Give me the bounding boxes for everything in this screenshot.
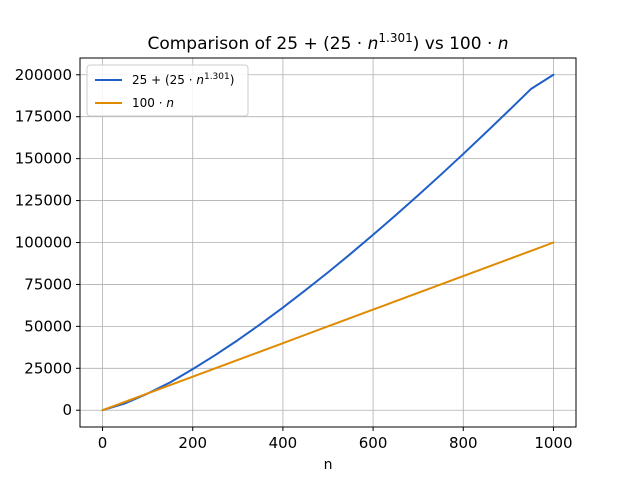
legend-1-exp: 1.301 <box>204 72 230 82</box>
x-tick-label: 400 <box>269 434 298 452</box>
x-axis-label: n <box>324 457 333 473</box>
series-line-2 <box>101 241 555 412</box>
legend-label-series-2: 100 · n <box>132 96 174 110</box>
y-tick-label: 125000 <box>15 192 72 210</box>
y-tick-label: 200000 <box>15 66 72 84</box>
title-prefix: Comparison of 25 + (25 · <box>147 34 367 54</box>
y-tick-label: 50000 <box>24 317 72 335</box>
legend: 25 + (25 · n1.301) 100 · n <box>86 64 249 117</box>
legend-label-series-1: 25 + (25 · n1.301) <box>132 72 234 87</box>
y-axis-ticks: 0 25000 50000 75000 100000 125000 150000 175000… <box>15 66 80 419</box>
legend-box <box>86 64 249 117</box>
legend-2-prefix: 100 · <box>132 96 166 110</box>
x-tick-label: 200 <box>178 434 207 452</box>
legend-2-var: n <box>166 96 174 110</box>
legend-1-var: n <box>196 73 204 87</box>
legend-1-prefix: 25 + (25 · <box>132 73 196 87</box>
title-var2: n <box>498 34 509 54</box>
y-tick-label: 100000 <box>15 234 72 252</box>
y-tick-label: 175000 <box>15 108 72 126</box>
series-layer <box>101 73 555 412</box>
x-tick-label: 600 <box>359 434 388 452</box>
title-mid: ) vs 100 · <box>413 34 498 54</box>
x-tick-label: 1000 <box>534 434 572 452</box>
title-var: n <box>368 34 379 54</box>
y-tick-label: 25000 <box>24 359 72 377</box>
title-exponent: 1.301 <box>378 31 412 45</box>
x-axis-ticks: 0 200 400 600 800 1000 <box>98 427 573 452</box>
x-tick-label: 0 <box>98 434 108 452</box>
y-tick-label: 75000 <box>24 275 72 293</box>
x-tick-label: 800 <box>449 434 478 452</box>
chart-title: Comparison of 25 + (25 · n1.301) vs 100 … <box>147 31 508 54</box>
y-tick-label: 0 <box>62 401 72 419</box>
series-line-1 <box>101 73 555 412</box>
legend-1-suffix: ) <box>230 73 235 87</box>
y-tick-label: 150000 <box>15 150 72 168</box>
